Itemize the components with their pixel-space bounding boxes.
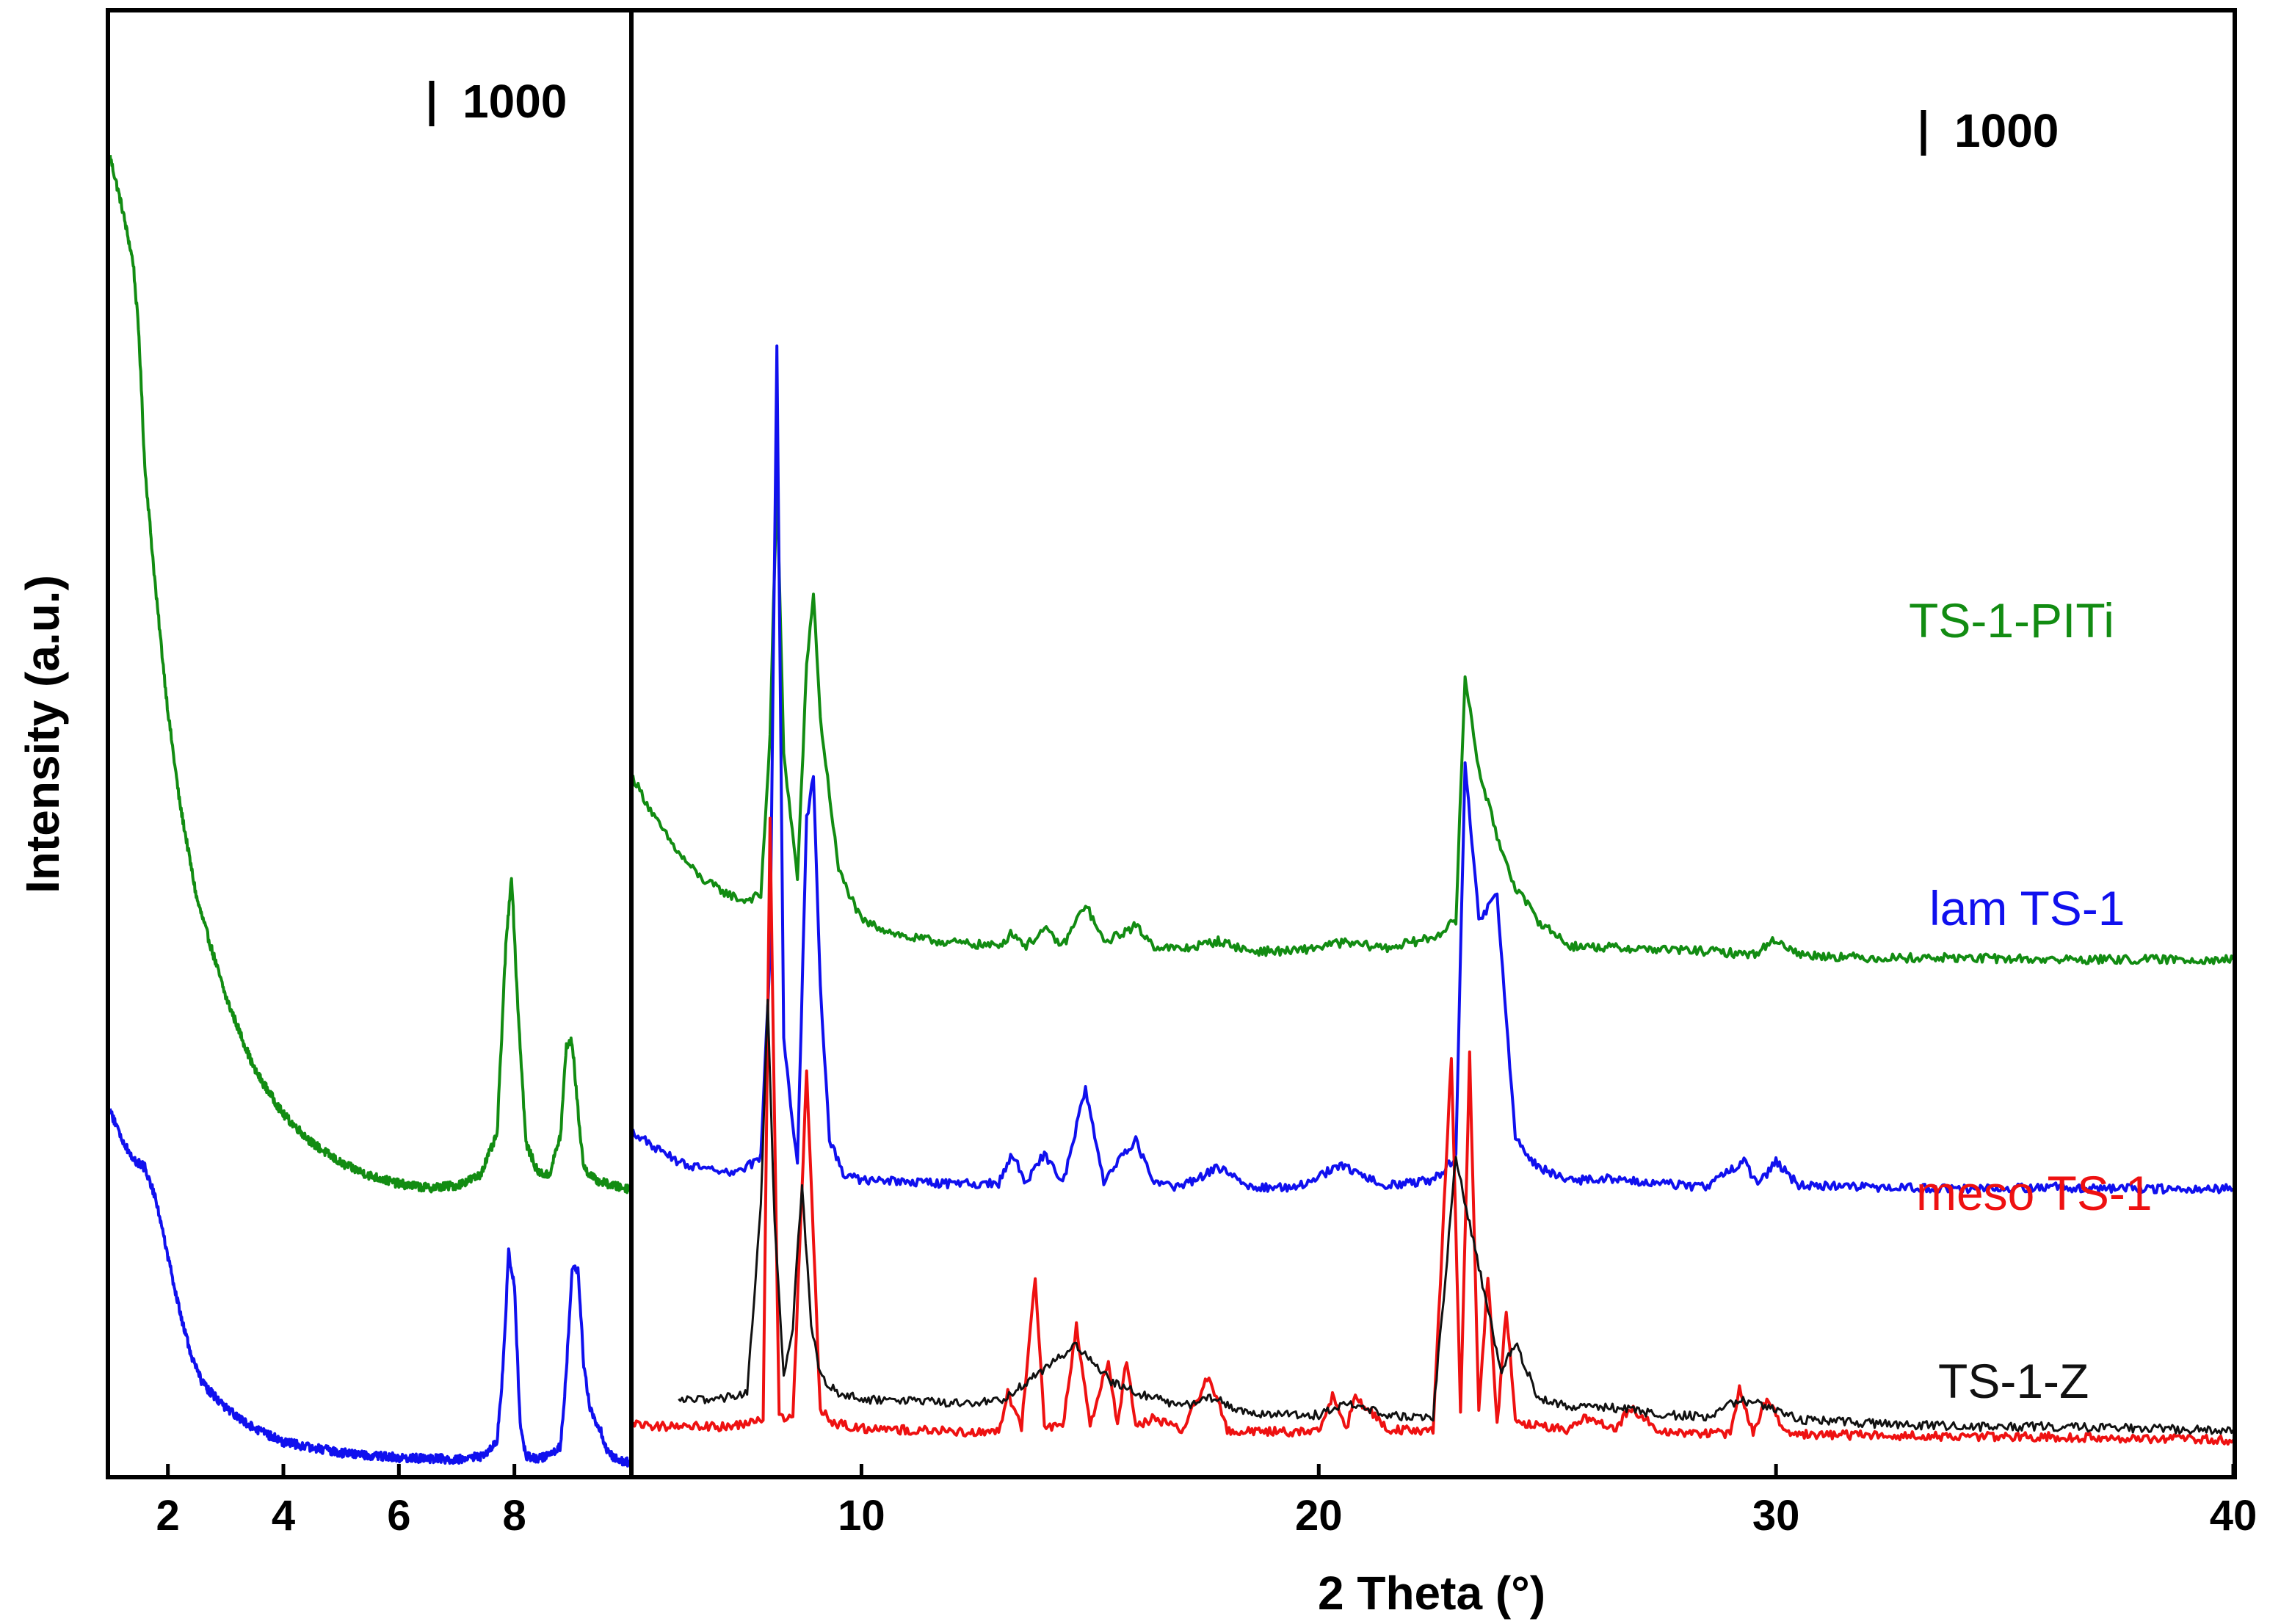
series-line-right-lam-ts-1 bbox=[631, 344, 2235, 1195]
x-axis-title: 2 Theta (°) bbox=[1318, 1567, 1545, 1620]
x-tick-label: 10 bbox=[838, 1492, 885, 1540]
series-line-right-ts-1-piti bbox=[631, 479, 2235, 965]
left-x-axis: 2 4 6 8 bbox=[156, 1464, 526, 1540]
legend-label-ts1-z: TS-1-Z bbox=[1938, 1354, 2089, 1408]
x-tick-label: 6 bbox=[387, 1492, 410, 1540]
x-tick-label: 30 bbox=[1752, 1492, 1800, 1540]
legend-label-meso-ts1: meso TS-1 bbox=[1916, 1166, 2153, 1220]
y-axis-title: Intensity (a.u.) bbox=[16, 575, 69, 893]
series-line-left-ts-1-piti bbox=[109, 155, 631, 1195]
series-line-left-lam-ts-1 bbox=[109, 1108, 631, 1468]
x-tick-label: 40 bbox=[2210, 1492, 2258, 1540]
right-scale-bar-label: 1000 bbox=[1954, 104, 2059, 157]
series-line-right-meso-ts-1 bbox=[631, 816, 2235, 1446]
series-line-right-ts-1-z bbox=[678, 998, 2235, 1435]
x-tick-label: 4 bbox=[272, 1492, 295, 1540]
x-tick-label: 2 bbox=[156, 1492, 180, 1540]
legend-label-lam-ts1: lam TS-1 bbox=[1929, 881, 2125, 935]
right-panel-series bbox=[631, 344, 2235, 1446]
x-tick-label: 20 bbox=[1295, 1492, 1343, 1540]
x-tick-label: 8 bbox=[503, 1492, 526, 1540]
right-panel-frame bbox=[629, 8, 2237, 1479]
left-scale-bar: 1000 bbox=[429, 75, 567, 128]
legend-label-ts1-piti: TS-1-PITi bbox=[1909, 593, 2114, 648]
right-x-axis: 10 20 30 40 bbox=[838, 1464, 2257, 1540]
left-panel-series bbox=[109, 155, 631, 1468]
right-scale-bar: 1000 bbox=[1921, 104, 2059, 157]
left-scale-bar-label: 1000 bbox=[463, 75, 567, 128]
